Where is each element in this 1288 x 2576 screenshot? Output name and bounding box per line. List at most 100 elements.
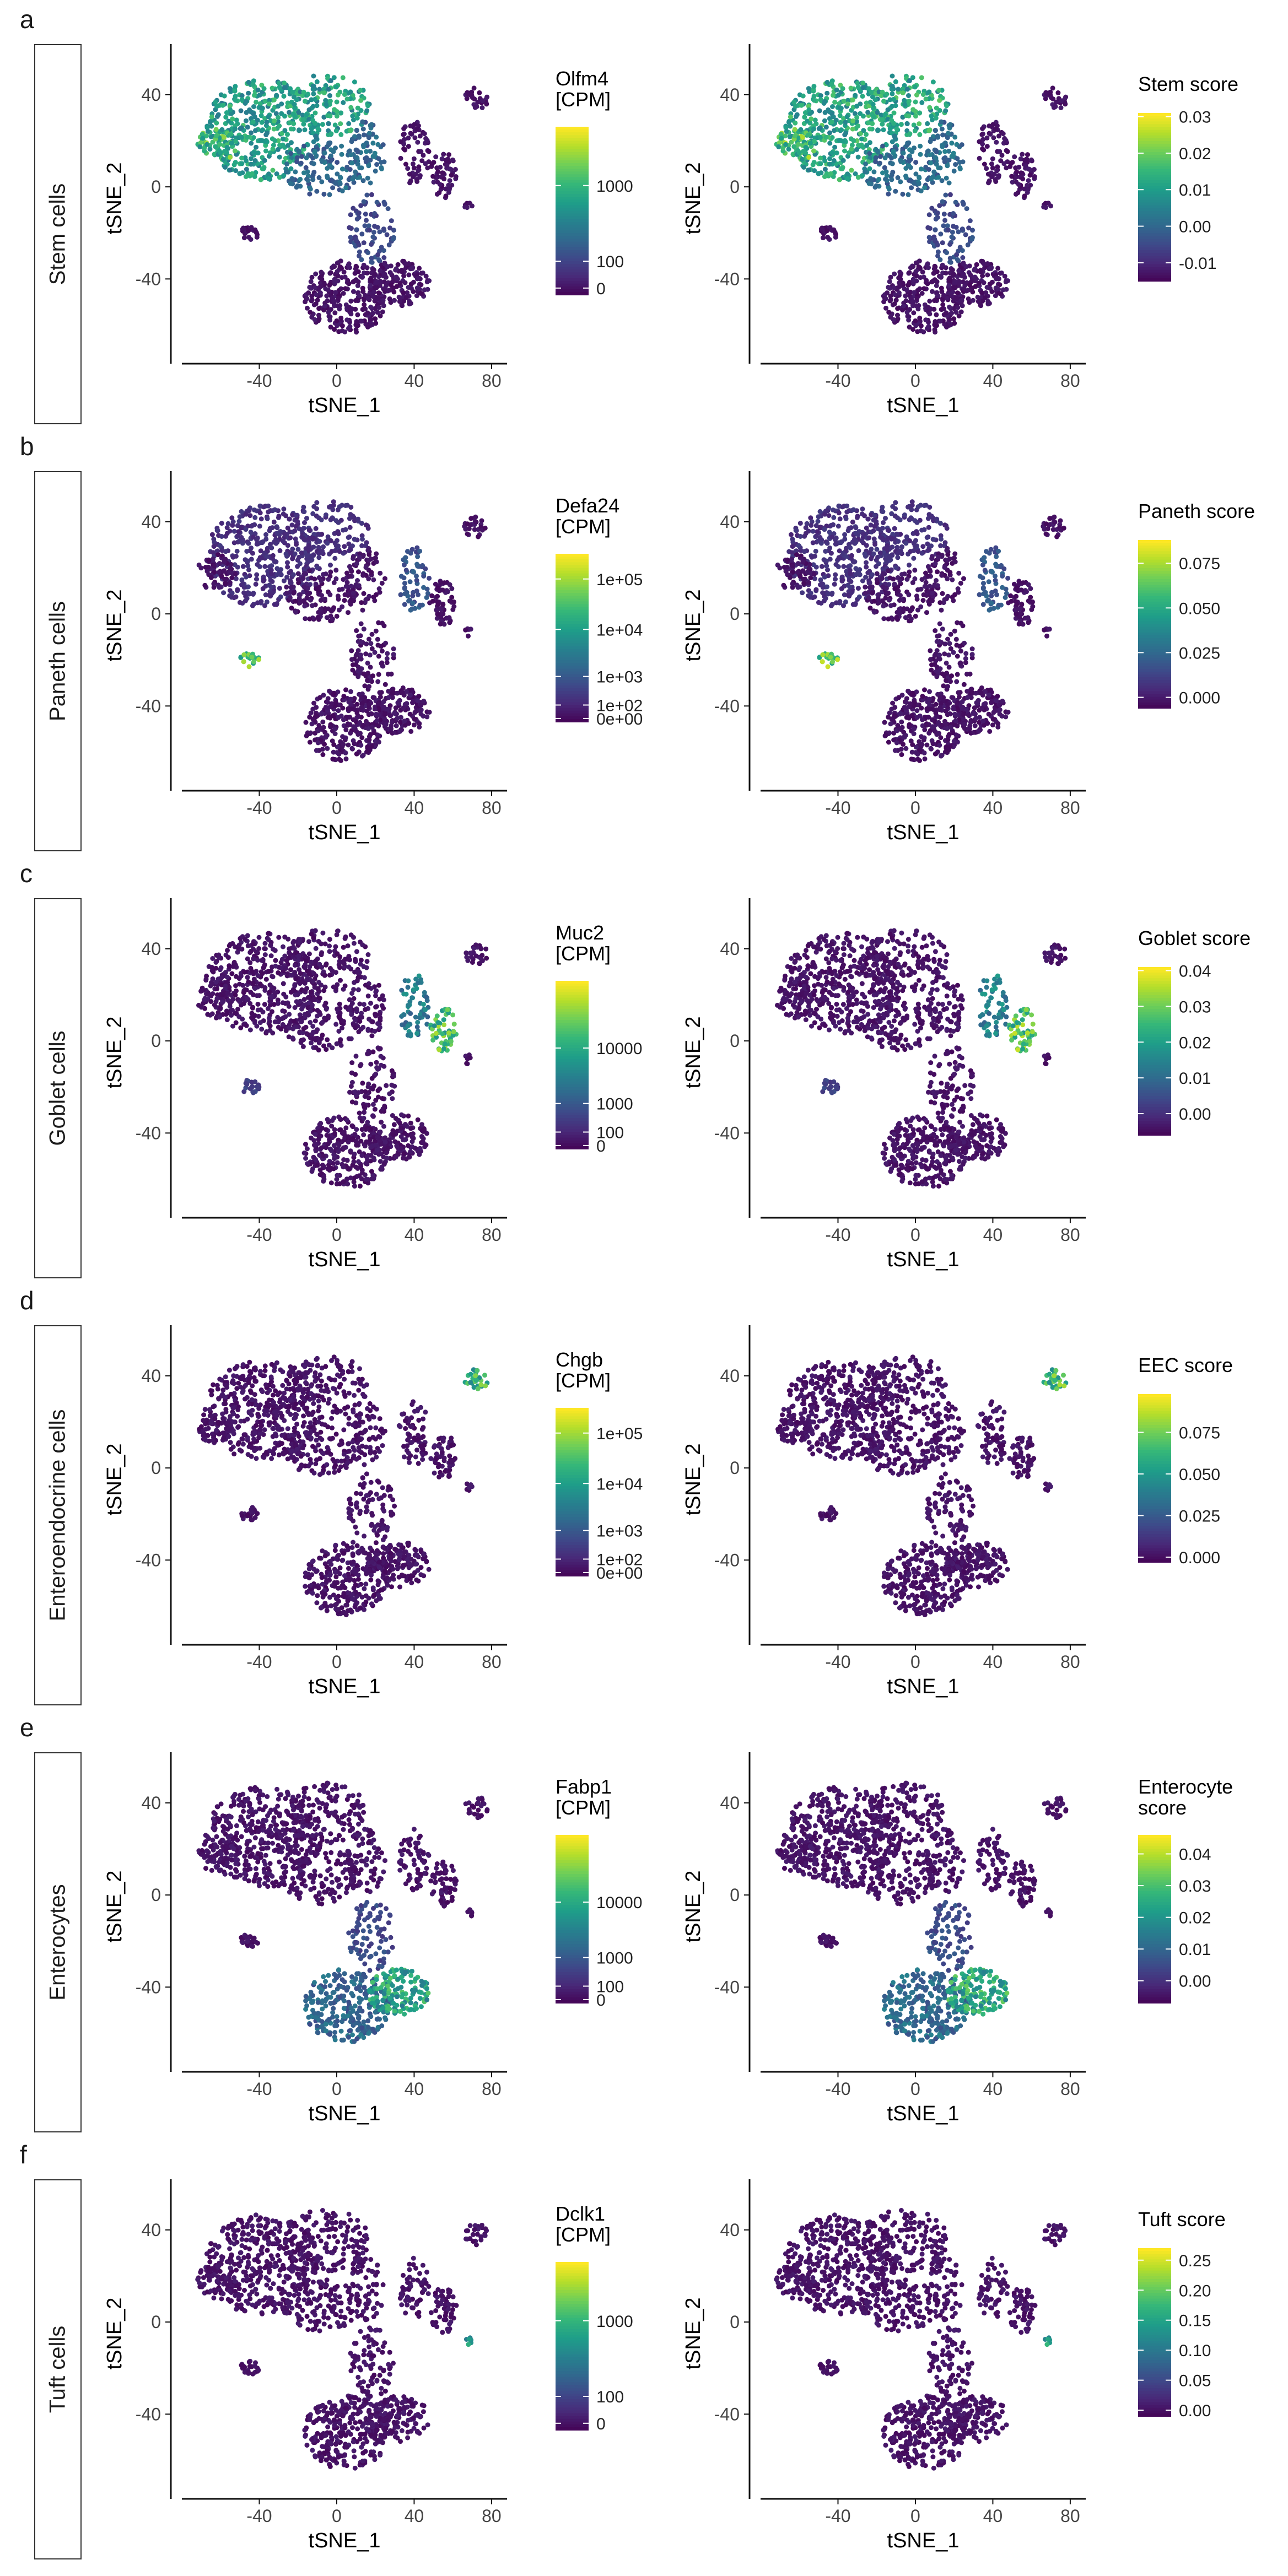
cell-point <box>939 306 945 312</box>
cell-point <box>275 147 281 152</box>
cell-point <box>817 509 823 514</box>
cell-point <box>890 73 895 79</box>
cell-point <box>354 155 359 160</box>
y-tick-label: -40 <box>714 269 740 289</box>
cell-point <box>321 307 327 313</box>
cell-point <box>418 149 424 154</box>
cell-point <box>288 535 293 541</box>
cell-point <box>947 278 952 284</box>
cell-point <box>848 136 854 142</box>
cell-point <box>334 99 339 105</box>
cell-point <box>371 289 377 295</box>
cell-point <box>472 96 477 102</box>
cell-point <box>900 307 906 313</box>
cell-point <box>233 576 239 581</box>
cell-point <box>309 274 315 280</box>
cell-point <box>251 659 256 665</box>
cell-point <box>950 267 955 273</box>
colorbar-title: Defa24 <box>556 494 619 517</box>
cell-point <box>303 571 309 577</box>
cell-point <box>402 280 408 285</box>
cell-point <box>914 295 920 301</box>
cell-point <box>978 269 983 274</box>
cell-point <box>410 700 415 705</box>
cell-point <box>289 606 294 611</box>
cell-point <box>288 550 293 555</box>
cell-point <box>907 153 912 159</box>
cell-point <box>403 161 408 167</box>
cell-point <box>880 143 886 149</box>
cell-point <box>906 140 912 145</box>
cell-point <box>393 705 398 711</box>
colorbar-segment <box>1138 278 1171 282</box>
cell-point <box>233 139 239 144</box>
cell-point <box>381 255 387 260</box>
cell-point <box>325 534 331 539</box>
cell-point <box>794 112 800 117</box>
cell-point <box>797 534 803 539</box>
cell-point <box>406 144 411 149</box>
panel-letter: d <box>20 1286 34 1315</box>
cell-point <box>355 674 361 679</box>
cell-point <box>806 132 811 138</box>
cell-point <box>282 80 287 86</box>
cell-point <box>866 578 872 584</box>
cell-point <box>957 165 963 170</box>
cell-point <box>373 168 378 174</box>
y-tick-label: -40 <box>136 696 161 716</box>
cell-point <box>880 121 885 127</box>
cell-point <box>314 705 319 710</box>
cell-point <box>292 105 298 111</box>
cell-point <box>239 534 244 540</box>
cell-point <box>376 156 381 161</box>
cell-point <box>270 136 275 142</box>
cell-point <box>381 226 386 232</box>
cell-point <box>832 581 837 587</box>
cell-point <box>865 110 871 115</box>
cell-point <box>239 509 244 514</box>
cell-point <box>281 506 287 512</box>
cell-point <box>333 543 339 548</box>
cell-point <box>274 93 279 98</box>
cell-point <box>912 84 918 90</box>
cell-point <box>215 112 221 117</box>
cell-point <box>374 559 379 565</box>
cell-point <box>235 587 240 592</box>
cell-point <box>1028 157 1034 163</box>
cell-point <box>833 117 839 123</box>
cell-point <box>872 185 878 190</box>
cell-point <box>411 569 416 574</box>
cell-point <box>381 705 386 711</box>
colorbar-tick-label: 0.01 <box>1179 181 1211 199</box>
cell-point <box>945 131 951 136</box>
cell-point <box>315 614 321 620</box>
cell-point <box>792 127 797 132</box>
cell-point <box>951 285 957 290</box>
cell-point <box>374 199 380 205</box>
cell-point <box>810 595 816 601</box>
cell-point <box>376 654 381 659</box>
cell-point <box>287 570 292 575</box>
cell-point <box>244 549 250 554</box>
cell-point <box>412 710 418 715</box>
cell-point <box>438 621 443 627</box>
cell-point <box>305 91 311 97</box>
cell-point <box>788 114 793 120</box>
cell-point <box>265 554 270 559</box>
cell-point <box>900 90 906 95</box>
cell-point <box>871 114 876 120</box>
cell-point <box>790 536 795 542</box>
cell-point <box>955 290 960 296</box>
cell-point <box>394 284 400 289</box>
cell-point <box>309 293 315 299</box>
cell-point <box>890 83 895 89</box>
cell-point <box>849 168 854 173</box>
cell-point <box>380 142 386 148</box>
cell-point <box>853 93 858 98</box>
cell-point <box>250 119 256 125</box>
cell-point <box>305 591 310 596</box>
cell-point <box>356 210 362 215</box>
cell-point <box>341 100 346 105</box>
cell-point <box>845 528 851 533</box>
cell-point <box>337 549 342 554</box>
